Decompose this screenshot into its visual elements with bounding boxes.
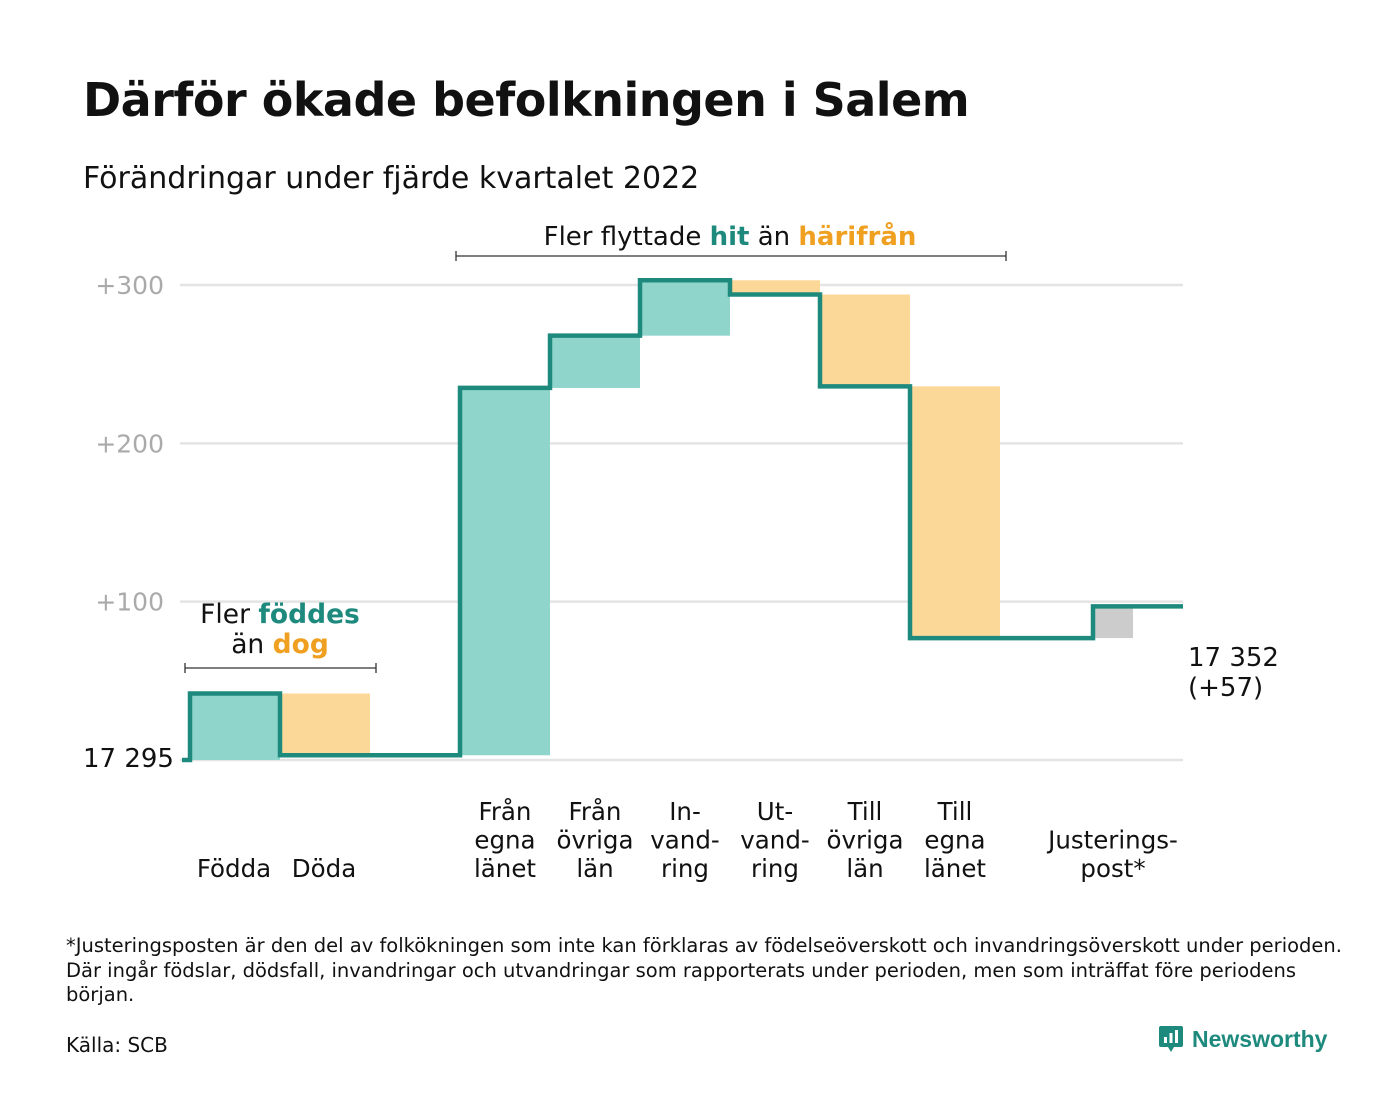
newsworthy-logo-icon: [1159, 1026, 1183, 1052]
chart-title: Därför ökade befolkningen i Salem: [83, 73, 970, 127]
x-tick-label: övriga: [557, 826, 634, 855]
x-tick-label: Från: [479, 797, 532, 826]
x-tick-label: post*: [1080, 854, 1145, 883]
x-tick-label: Ut-: [757, 797, 793, 826]
x-tick-label: övriga: [827, 826, 904, 855]
bar-6: [820, 294, 910, 387]
chart-subtitle: Förändringar under fjärde kvartalet 2022: [83, 161, 700, 196]
start-value-label: 17 295: [83, 744, 174, 774]
x-tick-label: egna: [474, 826, 535, 855]
x-axis-labels: Födda DödaFrånegnalänetFrånövrigalänIn-va…: [197, 797, 1178, 883]
bar-2: [460, 387, 550, 756]
y-axis-ticks: +100 +200 +300: [95, 271, 164, 617]
source-label: Källa: SCB: [66, 1033, 168, 1057]
x-tick-label: länet: [924, 854, 986, 883]
x-tick-label: ring: [751, 854, 799, 883]
x-tick-label: Döda: [292, 854, 356, 883]
x-tick-label: Till: [847, 797, 883, 826]
x-tick-label: vand-: [740, 826, 809, 855]
x-tick-label: ring: [661, 854, 709, 883]
x-tick-label: länet: [474, 854, 536, 883]
births-annotation-line2: än dog: [231, 629, 329, 660]
footnote: *Justeringsposten är den del av folkökni…: [66, 934, 1342, 1006]
x-tick-label: vand-: [650, 826, 719, 855]
births-annotation-line1: Fler föddes: [200, 599, 360, 630]
end-change-label: (+57): [1188, 673, 1263, 703]
x-tick-label: In-: [669, 797, 701, 826]
brand-name: Newsworthy: [1192, 1025, 1328, 1052]
bar-3: [550, 335, 640, 388]
waterfall-chart: +100+200+300 Födda DödaFrånegnalänetFrånö…: [83, 220, 1279, 883]
y-tick-label: +100: [95, 588, 164, 617]
y-tick-label: +300: [95, 271, 164, 300]
grid-lines: [180, 283, 1183, 762]
x-tick-label: Till: [937, 797, 973, 826]
x-tick-label: Från: [569, 797, 622, 826]
cumulative-step-line: [182, 278, 1183, 763]
bar-0: [190, 693, 280, 760]
x-tick-label: egna: [924, 826, 985, 855]
births-annotation: Fler föddes än dog: [184, 599, 377, 673]
bar-5: [730, 280, 820, 295]
bar-4: [640, 280, 730, 336]
migration-annotation-text: Fler flyttade hit än härifrån: [544, 220, 917, 252]
x-tick-label: län: [576, 854, 613, 883]
x-tick-label: Födda: [197, 854, 271, 883]
y-tick-label: +200: [95, 429, 164, 458]
migration-annotation: Fler flyttade hit än härifrån: [455, 220, 1007, 261]
end-value-label: 17 352: [1188, 643, 1279, 673]
x-tick-label: län: [846, 854, 883, 883]
x-tick-label: Justerings-: [1046, 826, 1178, 855]
bar-7: [910, 386, 1000, 639]
bar-1: [280, 693, 370, 756]
bar-8: [1093, 606, 1133, 639]
brand-logo: Newsworthy: [1158, 1024, 1327, 1054]
bars: [190, 280, 1133, 760]
